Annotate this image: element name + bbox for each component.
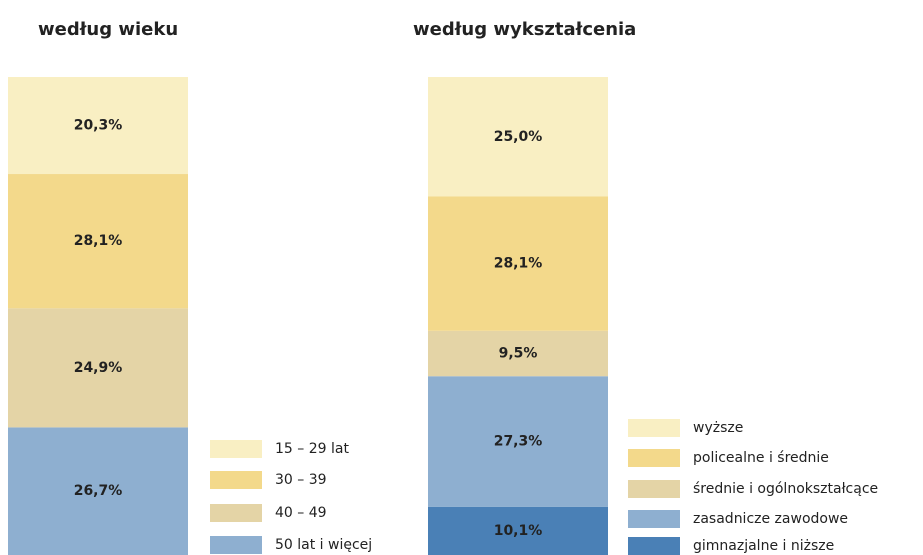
legend-label: 15 – 29 lat — [275, 441, 349, 457]
value-label: 20,3% — [74, 118, 123, 134]
bar-segment — [8, 174, 188, 309]
legend-swatch — [628, 510, 680, 528]
legend-label: policealne i średnie — [693, 450, 829, 466]
value-label: 28,1% — [74, 233, 123, 249]
chart-title: według wykształcenia — [413, 19, 636, 40]
legend-label: 30 – 39 — [275, 472, 327, 488]
legend-label: 40 – 49 — [275, 505, 327, 521]
bar-segment — [8, 308, 188, 428]
legend-label: gimnazjalne i niższe — [693, 538, 834, 554]
value-label: 28,1% — [494, 256, 543, 272]
bar-segment — [428, 77, 608, 197]
legend-label: wyższe — [693, 420, 743, 436]
bar-segment — [8, 77, 188, 175]
legend-swatch — [210, 536, 262, 554]
value-label: 24,9% — [74, 360, 123, 376]
legend-swatch — [210, 504, 262, 522]
value-label: 10,1% — [494, 523, 543, 539]
legend-swatch — [210, 440, 262, 458]
value-label: 27,3% — [494, 433, 543, 449]
legend-swatch — [628, 449, 680, 467]
legend-label: zasadnicze zawodowe — [693, 511, 848, 527]
value-label: 9,5% — [499, 346, 538, 362]
value-label: 25,0% — [494, 129, 543, 145]
legend-swatch — [210, 471, 262, 489]
value-label: 26,7% — [74, 483, 123, 499]
bar-segment — [428, 376, 608, 507]
legend-swatch — [628, 537, 680, 555]
legend-swatch — [628, 419, 680, 437]
legend-label: 50 lat i więcej — [275, 537, 372, 553]
chart-title: według wieku — [38, 19, 178, 40]
bar-segment — [428, 330, 608, 377]
bar-segment — [428, 196, 608, 331]
bar-segment — [428, 506, 608, 555]
legend-swatch — [628, 480, 680, 498]
bar-segment — [8, 427, 188, 555]
legend-label: średnie i ogólnokształcące — [693, 481, 878, 497]
